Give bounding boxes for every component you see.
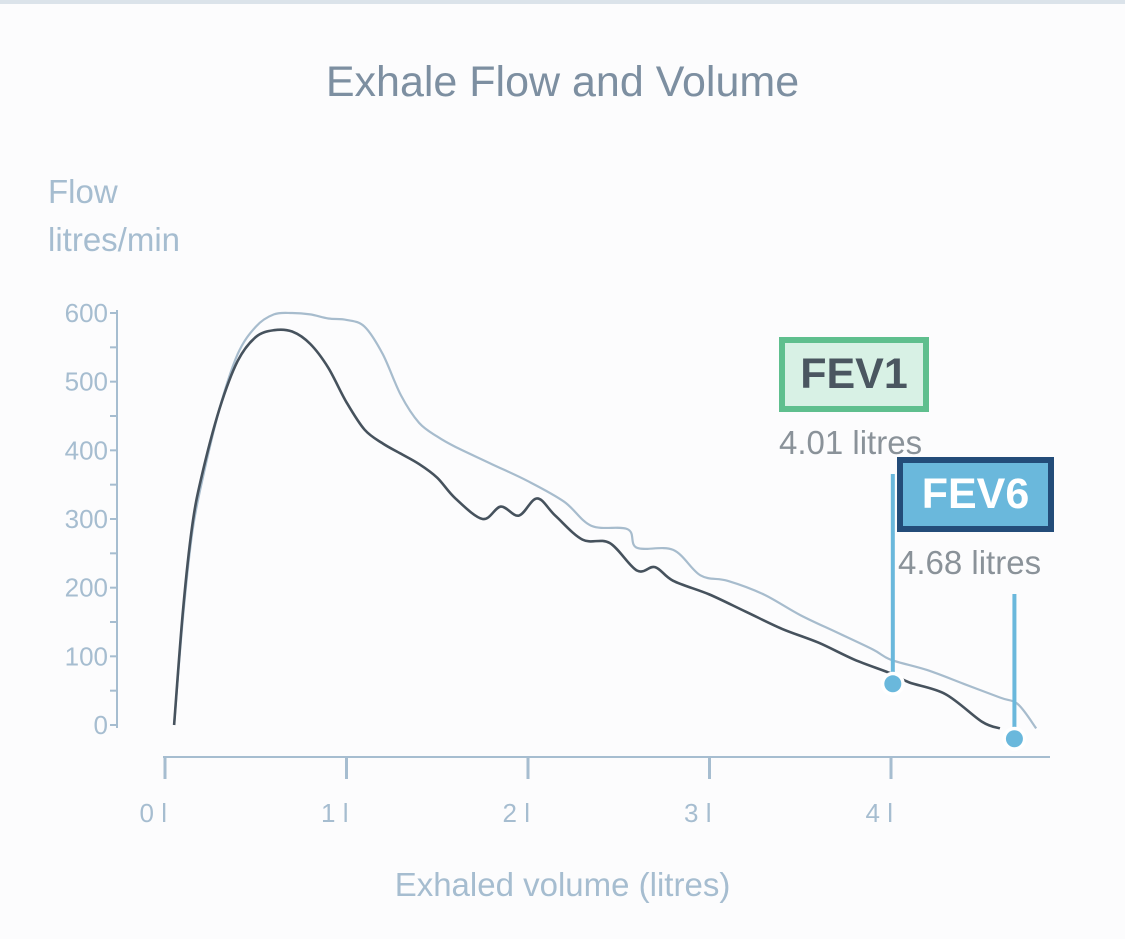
x-tick-label: 3 l [684, 798, 711, 828]
y-tick-label: 400 [65, 435, 108, 465]
measured-curve [172, 328, 1001, 730]
y-axis-label: Flow litres/min [48, 168, 180, 264]
fev6-value: 4.68 litres [898, 544, 1042, 581]
y-axis-label-line1: Flow [48, 173, 118, 210]
reference-curve [173, 311, 1038, 730]
y-tick-label: 300 [65, 504, 108, 534]
y-tick-label: 100 [65, 641, 108, 671]
top-divider [0, 0, 1125, 4]
fev1-marker-dot [884, 675, 902, 693]
y-tick-label: 600 [65, 298, 108, 328]
x-tick-label: 0 l [140, 798, 167, 828]
fev1-value: 4.01 litres [779, 424, 923, 461]
x-axis: 0 l 1 l 2 l 3 l 4 l [140, 756, 1050, 828]
fev6-marker-dot [1005, 730, 1023, 748]
x-tick-label: 4 l [866, 798, 893, 828]
series-lines [172, 311, 1038, 730]
x-tick-label: 1 l [321, 798, 348, 828]
y-tick-label: 0 [94, 710, 108, 740]
x-tick-label: 2 l [503, 798, 530, 828]
x-axis-label: Exhaled volume (litres) [394, 866, 731, 903]
fev6-badge: FEV6 [897, 457, 1054, 532]
y-tick-label: 500 [65, 367, 108, 397]
y-axis-label-line2: litres/min [48, 221, 181, 258]
chart-title: Exhale Flow and Volume [325, 58, 800, 106]
y-tick-label: 200 [65, 573, 108, 603]
fev-markers [880, 474, 1027, 751]
fev1-badge: FEV1 [779, 337, 929, 412]
y-axis: 0 100 200 300 400 500 600 [65, 298, 118, 740]
